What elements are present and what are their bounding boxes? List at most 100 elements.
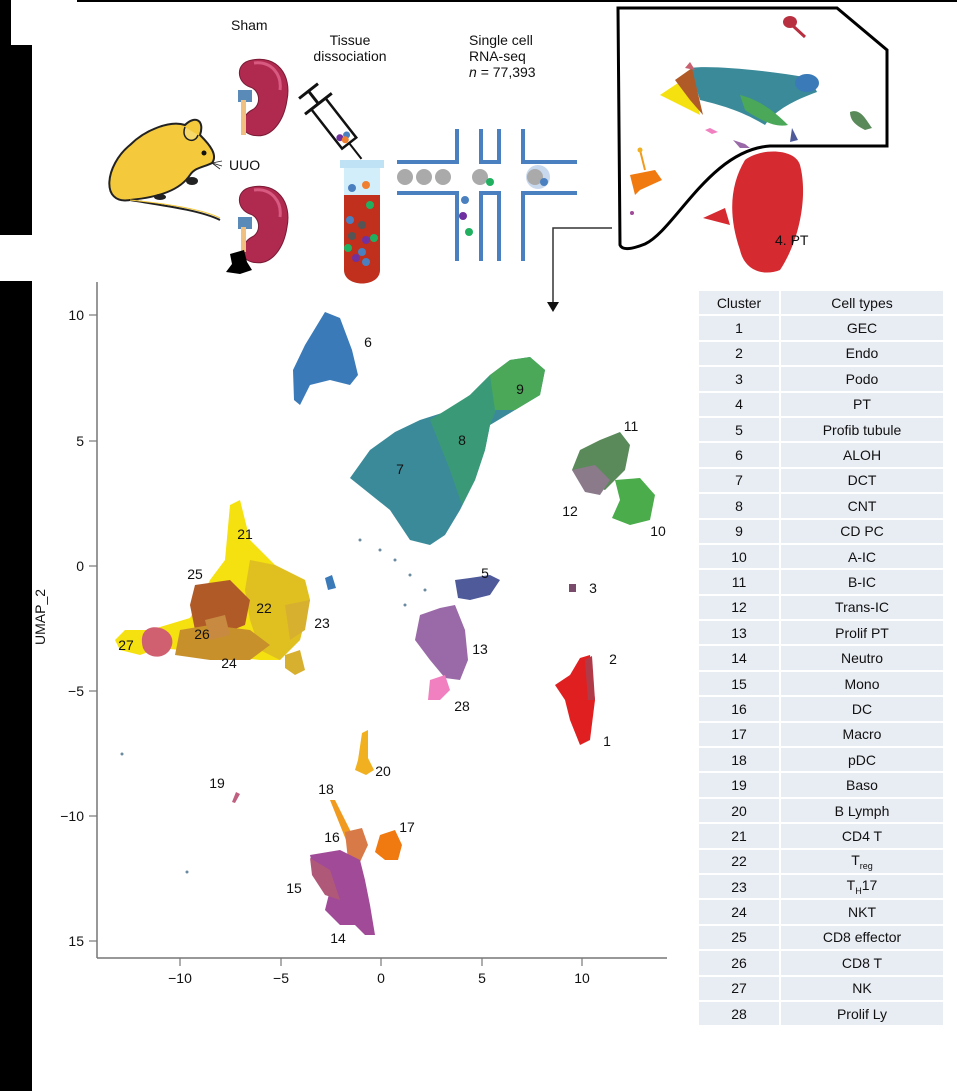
- y-tick-label: −10: [60, 808, 84, 824]
- cluster-label: 27: [118, 637, 134, 653]
- cluster-label: 25: [187, 566, 203, 582]
- cell-type: Macro: [781, 722, 943, 747]
- cluster-1-2: [555, 655, 595, 745]
- kidney-sham-icon: [238, 58, 289, 137]
- cluster-number: 7: [699, 468, 779, 493]
- cell-type: NKT: [781, 900, 943, 924]
- cell-type: pDC: [781, 748, 943, 772]
- cluster-number: 3: [699, 367, 779, 391]
- table-row: 6 ALOH: [699, 443, 943, 467]
- cluster-label: 22: [256, 600, 272, 616]
- cell-type: Podo: [781, 367, 943, 391]
- header-cluster: Cluster: [699, 291, 779, 315]
- table-row: 4 PT: [699, 392, 943, 416]
- cluster-number: 13: [699, 621, 779, 645]
- cluster-label: 3: [589, 580, 597, 596]
- cluster-immune-lymphoid: [115, 500, 310, 675]
- table-body: 1 GEC 2 Endo 3 Podo 4 PT 5 Profib tubule 6 ALOH 7 DCT…: [699, 316, 943, 1026]
- cluster-number: 27: [699, 976, 779, 1000]
- cluster-10-11-12: [572, 432, 655, 525]
- cluster-label: 6: [364, 334, 372, 350]
- cluster-number: 15: [699, 671, 779, 696]
- table-row: 1 GEC: [699, 316, 943, 340]
- cluster-number: 26: [699, 951, 779, 975]
- inset-pt-label: 4. PT: [775, 232, 809, 248]
- cell-type: CD4 T: [781, 824, 943, 848]
- table-row: 10 A-IC: [699, 544, 943, 569]
- table-row: 21 CD4 T: [699, 824, 943, 848]
- cluster-number: 20: [699, 798, 779, 823]
- table-row: 24 NKT: [699, 900, 943, 924]
- cluster-number: 23: [699, 874, 779, 899]
- table-row: 7 DCT: [699, 468, 943, 493]
- cluster-number: 21: [699, 824, 779, 848]
- cluster-19-baso: [232, 792, 240, 803]
- table-row: 12 Trans-IC: [699, 595, 943, 620]
- table-row: 20 B Lymph: [699, 798, 943, 823]
- table-row: 22 Treg: [699, 849, 943, 873]
- n-symbol: n: [469, 64, 477, 80]
- cluster-label: 8: [458, 432, 466, 448]
- cluster-number: 22: [699, 849, 779, 873]
- top-border-line: [77, 0, 957, 2]
- cluster-label: 16: [324, 829, 340, 845]
- cell-type: Trans-IC: [781, 595, 943, 620]
- cluster-number: 6: [699, 443, 779, 467]
- table-row: 19 Baso: [699, 773, 943, 797]
- cluster-label: 15: [286, 880, 302, 896]
- table-row: 5 Profib tubule: [699, 417, 943, 442]
- cell-type: DC: [781, 697, 943, 721]
- cluster-label: 18: [318, 781, 334, 797]
- mouse-icon: [108, 118, 223, 221]
- cell-type: TH17: [781, 874, 943, 899]
- cluster-label: 1: [603, 733, 611, 749]
- n-value: = 77,393: [480, 64, 536, 80]
- cluster-number: 10: [699, 544, 779, 569]
- cluster-label: 14: [330, 930, 346, 946]
- y-tick-label: 10: [68, 307, 84, 323]
- cell-type: CD8 effector: [781, 925, 943, 950]
- cell-type: PT: [781, 392, 943, 416]
- cell-type: Baso: [781, 773, 943, 797]
- cluster-number: 17: [699, 722, 779, 747]
- cluster-number: 2: [699, 341, 779, 366]
- syringe-icon: [298, 82, 363, 160]
- cell-type: B-IC: [781, 570, 943, 594]
- cluster-number: 9: [699, 519, 779, 543]
- cluster-number: 8: [699, 494, 779, 518]
- cell-type: DCT: [781, 468, 943, 493]
- cluster-label: 11: [623, 418, 639, 434]
- table-row: 16 DC: [699, 697, 943, 721]
- microfluidic-chip-icon: [397, 129, 577, 261]
- crop-bar-top-left: [0, 0, 11, 46]
- plot-axes: [89, 282, 667, 966]
- cell-type: GEC: [781, 316, 943, 340]
- table-row: 13 Prolif PT: [699, 621, 943, 645]
- cell-type: Endo: [781, 341, 943, 366]
- cell-type: CNT: [781, 494, 943, 518]
- table-row: 18 pDC: [699, 748, 943, 772]
- cluster-legend-table: Cluster Cell types 1 GEC 2 Endo 3 Podo 4 PT 5 Pro…: [697, 289, 945, 1027]
- cell-type: CD8 T: [781, 951, 943, 975]
- x-tick-label: 10: [574, 970, 590, 986]
- cluster-number: 16: [699, 697, 779, 721]
- cluster-myeloid: [310, 800, 402, 935]
- inset-umap: [616, 6, 889, 273]
- cluster-7-8-9: [350, 357, 545, 545]
- table-row: 26 CD8 T: [699, 951, 943, 975]
- y-tick-label: 15: [68, 933, 84, 949]
- cluster-label: 21: [237, 526, 253, 542]
- cluster-label: 17: [399, 819, 415, 835]
- table-row: 11 B-IC: [699, 570, 943, 594]
- header-cell-types: Cell types: [781, 291, 943, 315]
- x-tick-label: −5: [273, 970, 289, 986]
- y-tick-label: 0: [76, 558, 84, 574]
- cell-type: NK: [781, 976, 943, 1000]
- cluster-label: 26: [194, 626, 210, 642]
- table-row: 17 Macro: [699, 722, 943, 747]
- cell-type: ALOH: [781, 443, 943, 467]
- table-row: 2 Endo: [699, 341, 943, 366]
- sham-label: Sham: [231, 17, 268, 33]
- cluster-number: 25: [699, 925, 779, 950]
- cluster-number: 11: [699, 570, 779, 594]
